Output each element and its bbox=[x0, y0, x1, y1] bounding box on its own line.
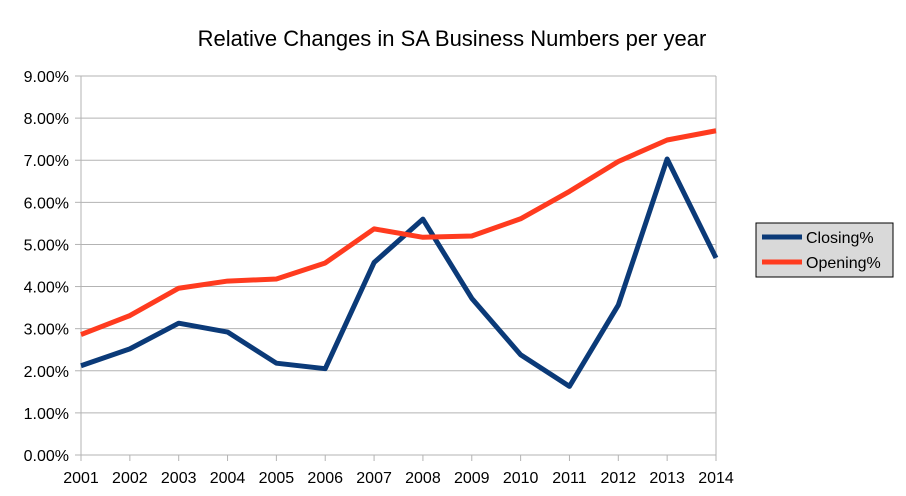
y-tick-label: 5.00% bbox=[24, 237, 69, 254]
y-tick-label: 7.00% bbox=[24, 153, 69, 170]
x-tick-label: 2002 bbox=[112, 470, 148, 487]
legend-box bbox=[755, 222, 894, 278]
series-line-closing bbox=[80, 156, 719, 389]
x-tick-label: 2003 bbox=[161, 470, 197, 487]
x-tick-label: 2006 bbox=[307, 470, 343, 487]
y-tick-label: 3.00% bbox=[24, 322, 69, 339]
y-tick-label: 0.00% bbox=[24, 448, 69, 465]
x-tick-label: 2007 bbox=[356, 470, 392, 487]
x-tick-label: 2014 bbox=[698, 470, 734, 487]
legend-label: Closing% bbox=[806, 230, 874, 247]
y-tick-label: 2.00% bbox=[24, 364, 69, 381]
chart-title: Relative Changes in SA Business Numbers … bbox=[198, 26, 707, 51]
x-tick-label: 2004 bbox=[210, 470, 246, 487]
legend-label: Opening% bbox=[806, 255, 881, 272]
y-tick-label: 6.00% bbox=[24, 195, 69, 212]
y-tick-label: 4.00% bbox=[24, 280, 69, 297]
x-tick-label: 2008 bbox=[405, 470, 441, 487]
x-tick-label: 2001 bbox=[63, 470, 99, 487]
y-tick-label: 8.00% bbox=[24, 111, 69, 128]
y-tick-label: 1.00% bbox=[24, 406, 69, 423]
y-tick-label: 9.00% bbox=[24, 69, 69, 86]
series-line-opening bbox=[80, 128, 717, 337]
x-tick-label: 2009 bbox=[454, 470, 490, 487]
x-tick-label: 2012 bbox=[601, 470, 637, 487]
x-tick-label: 2010 bbox=[503, 470, 539, 487]
legend: Closing% Opening% bbox=[755, 222, 894, 278]
grid-layer bbox=[81, 75, 716, 456]
x-tick-label: 2011 bbox=[552, 470, 587, 487]
x-tick-label: 2005 bbox=[259, 470, 295, 487]
x-tick-label: 2013 bbox=[649, 470, 685, 487]
series-layer bbox=[80, 128, 719, 389]
axis-layer: 0.00% 1.00% 2.00% 3.00% 4.00% 5.00% 6.00% 7.00%… bbox=[24, 69, 734, 487]
